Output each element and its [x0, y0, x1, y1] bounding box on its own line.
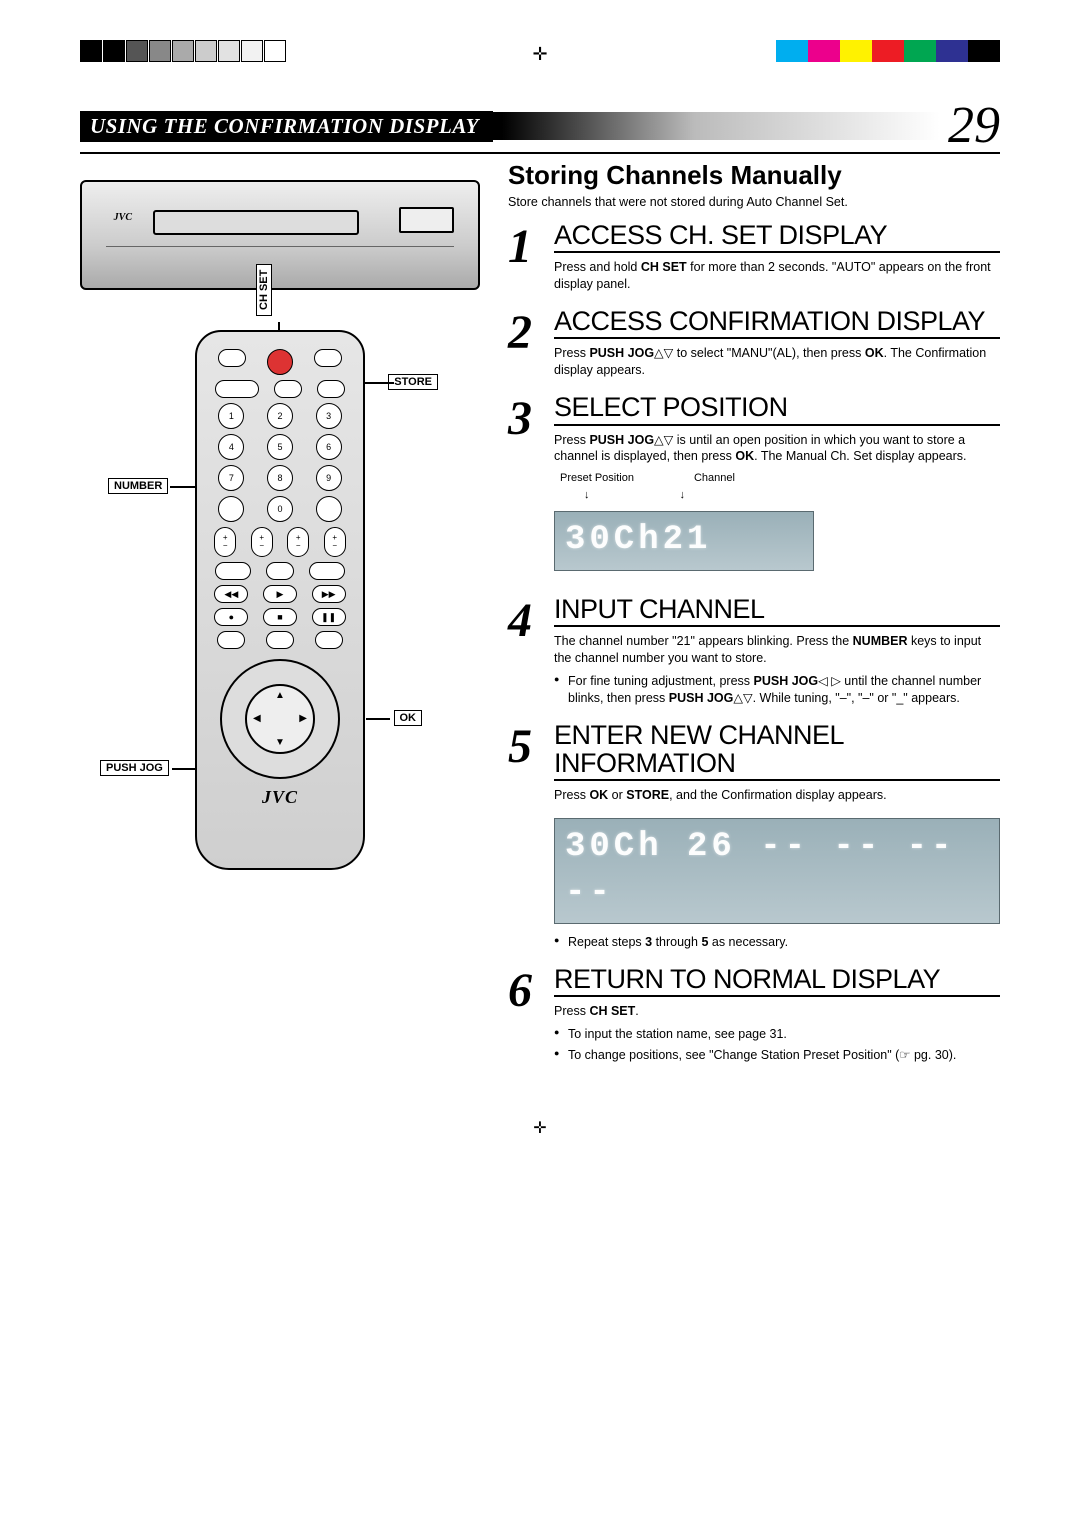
remote-logo: JVC — [207, 787, 353, 808]
callout-ch-set: CH SET — [256, 264, 272, 316]
section-title: Storing Channels Manually — [508, 160, 1000, 191]
key-4: 4 — [218, 434, 244, 460]
step-number: 6 — [508, 967, 532, 1015]
step-6: 6 RETURN TO NORMAL DISPLAY Press CH SET.To… — [508, 965, 1000, 1064]
step-1: 1 ACCESS CH. SET DISPLAY Press and hold CH… — [508, 221, 1000, 293]
lcd-display: 30Ch 26 -- -- -- -- — [554, 818, 1000, 924]
crosshair-top-icon: ✛ — [532, 44, 547, 65]
step-body: The channel number "21" appears blinking… — [554, 633, 1000, 707]
step-body: Press CH SET.To input the station name, … — [554, 1003, 1000, 1064]
page-number: 29 — [948, 100, 1000, 152]
step-number: 3 — [508, 395, 532, 443]
lcd-labels: Preset PositionChannel — [560, 471, 1000, 486]
keypad-row-2: 4 5 6 — [207, 434, 353, 460]
color-bars — [776, 40, 1000, 62]
step-number: 4 — [508, 597, 532, 645]
registration-squares — [80, 40, 287, 62]
key-9: 9 — [316, 465, 342, 491]
step-number: 2 — [508, 309, 532, 357]
jog-ring: ▲ ◀▶ ▼ — [220, 659, 340, 779]
section-intro: Store channels that were not stored duri… — [508, 195, 1000, 209]
remote-body: 1 2 3 4 5 6 7 8 9 0 — [195, 330, 365, 870]
step-title: INPUT CHANNEL — [554, 595, 1000, 623]
step-bullet: Repeat steps 3 through 5 as necessary. — [554, 934, 1000, 951]
remote-illustration: CH SET STORE NUMBER OK PUSH JOG 1 2 3 — [170, 320, 390, 880]
vcr-logo: JVC — [114, 212, 132, 223]
key-0: 0 — [267, 496, 293, 522]
step-4: 4 INPUT CHANNEL The channel number "21" ap… — [508, 595, 1000, 707]
step-bullet: For fine tuning adjustment, press PUSH J… — [554, 673, 1000, 707]
key-2: 2 — [267, 403, 293, 429]
vcr-panel — [399, 207, 454, 232]
key-6: 6 — [316, 434, 342, 460]
step-number: 5 — [508, 723, 532, 771]
step-body: Press OK or STORE, and the Confirmation … — [554, 787, 1000, 951]
keypad-row-3: 7 8 9 — [207, 465, 353, 491]
crosshair-bottom-icon: ✛ — [533, 1120, 546, 1137]
jog-inner: ▲ ◀▶ ▼ — [245, 684, 315, 754]
step-number: 1 — [508, 223, 532, 271]
print-marks-bottom: ✛ — [80, 1118, 1000, 1158]
left-column: JVC CH SET STORE NUMBER OK PUSH JOG — [80, 160, 480, 1078]
header-title: USING THE CONFIRMATION DISPLAY — [80, 111, 493, 142]
step-title: ACCESS CH. SET DISPLAY — [554, 221, 1000, 249]
lcd-display: 30Ch21 — [554, 511, 814, 571]
vcr-slot — [153, 210, 359, 235]
step-2: 2 ACCESS CONFIRMATION DISPLAY Press PUSH J… — [508, 307, 1000, 379]
key-3: 3 — [316, 403, 342, 429]
key-1: 1 — [218, 403, 244, 429]
keypad-row-1: 1 2 3 — [207, 403, 353, 429]
step-bullet: To input the station name, see page 31. — [554, 1026, 1000, 1043]
step-body: Press PUSH JOG△▽ to select "MANU"(AL), t… — [554, 345, 1000, 379]
step-title: SELECT POSITION — [554, 393, 1000, 421]
key-5: 5 — [267, 434, 293, 460]
key-8: 8 — [267, 465, 293, 491]
step-body: Press PUSH JOG△▽ is until an open positi… — [554, 432, 1000, 581]
header-bar: USING THE CONFIRMATION DISPLAY 29 — [80, 100, 1000, 154]
key-7: 7 — [218, 465, 244, 491]
right-column: Storing Channels Manually Store channels… — [508, 160, 1000, 1078]
header-gradient — [493, 112, 940, 140]
step-title: ACCESS CONFIRMATION DISPLAY — [554, 307, 1000, 335]
step-bullet: To change positions, see "Change Station… — [554, 1047, 1000, 1064]
vcr-illustration: JVC — [80, 180, 480, 290]
callout-number: NUMBER — [108, 478, 168, 494]
step-title: RETURN TO NORMAL DISPLAY — [554, 965, 1000, 993]
step-5: 5 ENTER NEW CHANNEL INFORMATION Press OK o… — [508, 721, 1000, 951]
print-marks-top: ✛ — [80, 40, 1000, 80]
callout-ok: OK — [394, 710, 423, 726]
callout-store: STORE — [388, 374, 438, 390]
step-title: ENTER NEW CHANNEL INFORMATION — [554, 721, 1000, 778]
step-3: 3 SELECT POSITION Press PUSH JOG△▽ is unti… — [508, 393, 1000, 581]
step-body: Press and hold CH SET for more than 2 se… — [554, 259, 1000, 293]
manual-page: ✛ ✛ ✛ USING THE CONFIRMATION DISPLAY 29 … — [0, 0, 1080, 1218]
callout-push-jog: PUSH JOG — [100, 760, 169, 776]
